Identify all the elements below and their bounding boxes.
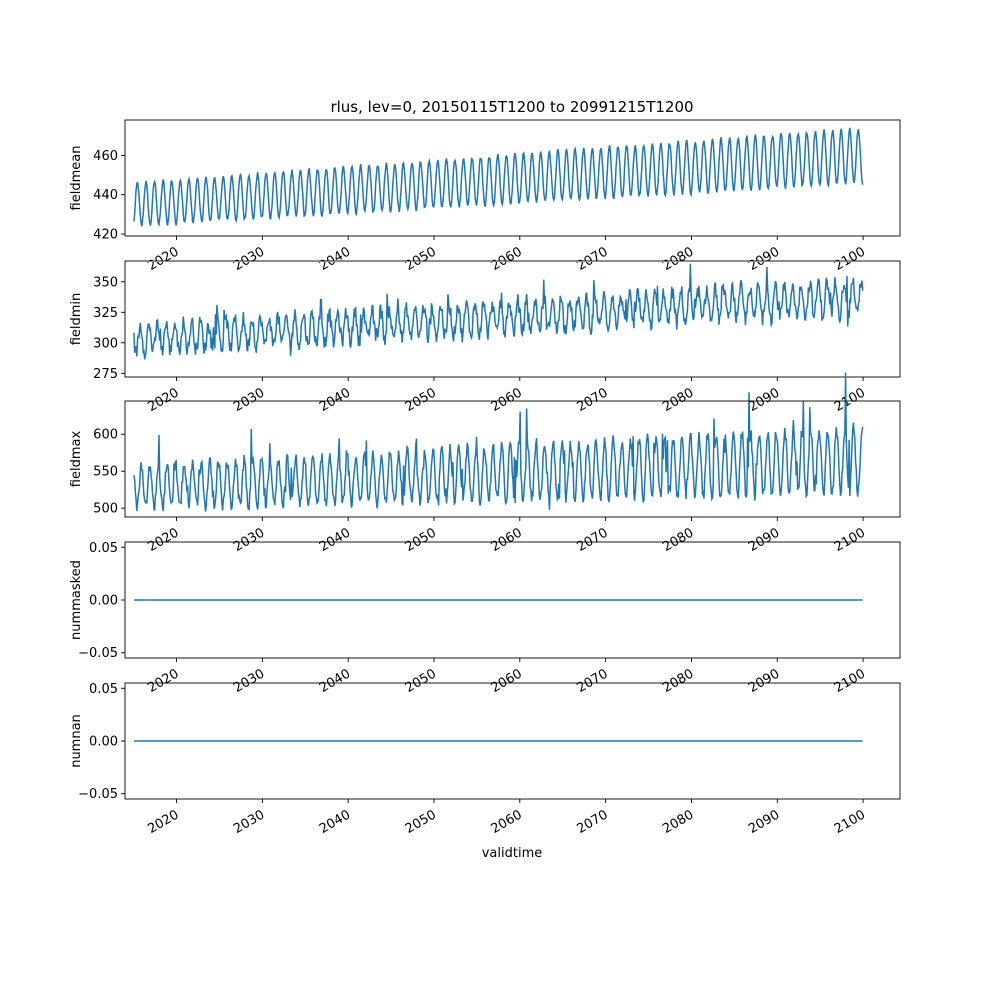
x-tick-label: 2020 bbox=[145, 525, 181, 555]
x-tick-label: 2090 bbox=[746, 525, 782, 555]
y-tick-label: −0.05 bbox=[78, 787, 118, 802]
x-tick-label: 2020 bbox=[145, 244, 181, 274]
axes-frame bbox=[124, 119, 901, 237]
x-tick-label: 2030 bbox=[231, 807, 267, 837]
x-tick-label: 2060 bbox=[489, 525, 525, 555]
y-tick-label: 0.05 bbox=[89, 682, 118, 697]
series-line-fieldmax bbox=[133, 372, 864, 512]
panel-separator bbox=[124, 542, 901, 543]
x-tick-label: 2070 bbox=[574, 666, 610, 696]
x-tick-label: 2080 bbox=[660, 807, 696, 837]
y-tick-label: 275 bbox=[93, 367, 118, 382]
y-axis-label: fieldmax bbox=[69, 431, 84, 488]
y-tick-label: 300 bbox=[93, 336, 118, 351]
panel-numnan: −0.05 0.00 0.05 numnan 2020 2030 2040 2050 2060 2… bbox=[69, 682, 901, 837]
x-tick-label: 2090 bbox=[746, 666, 782, 696]
x-axis-label: validtime bbox=[482, 846, 543, 861]
x-tick-label: 2040 bbox=[317, 525, 353, 555]
x-tick-label: 2040 bbox=[317, 807, 353, 837]
x-tick-label: 2070 bbox=[574, 244, 610, 274]
x-tick-label: 2050 bbox=[403, 807, 439, 837]
panels-group: 420 440 460 fieldmean 2020 2030 2040 2050 2060 20… bbox=[69, 119, 901, 837]
x-tick-label: 2040 bbox=[317, 244, 353, 274]
chart-title: rlus, lev=0, 20150115T1200 to 20991215T1… bbox=[330, 98, 693, 116]
x-tick-label: 2090 bbox=[746, 385, 782, 415]
x-tick-label: 2040 bbox=[317, 666, 353, 696]
x-tick-label: 2060 bbox=[489, 244, 525, 274]
x-tick-label: 2040 bbox=[317, 385, 353, 415]
x-tick-label: 2070 bbox=[574, 385, 610, 415]
x-tick-label: 2070 bbox=[574, 807, 610, 837]
y-tick-label: 500 bbox=[93, 502, 118, 517]
y-tick-label: 0.00 bbox=[89, 735, 118, 750]
x-tick-label: 2020 bbox=[145, 666, 181, 696]
x-tick-label: 2050 bbox=[403, 385, 439, 415]
x-tick-label: 2060 bbox=[489, 385, 525, 415]
x-tick-label: 2050 bbox=[403, 244, 439, 274]
y-tick-label: 420 bbox=[93, 228, 118, 243]
x-tick-label: 2020 bbox=[145, 807, 181, 837]
x-tick-label: 2080 bbox=[660, 525, 696, 555]
x-tick-label: 2090 bbox=[746, 244, 782, 274]
y-axis-label: numnan bbox=[69, 714, 84, 768]
x-tick-label: 2060 bbox=[489, 807, 525, 837]
x-tick-label: 2080 bbox=[660, 666, 696, 696]
y-tick-label: 550 bbox=[93, 465, 118, 480]
x-tick-label: 2100 bbox=[832, 807, 868, 837]
x-tick-label: 2050 bbox=[403, 525, 439, 555]
panel-fieldmean: 420 440 460 fieldmean 2020 2030 2040 2050 2060 20… bbox=[69, 119, 901, 274]
x-tick-label: 2100 bbox=[832, 385, 868, 415]
x-tick-label: 2030 bbox=[231, 385, 267, 415]
axes-frame bbox=[124, 400, 901, 518]
panel-separator bbox=[124, 683, 901, 684]
x-tick-label: 2070 bbox=[574, 525, 610, 555]
panel-fieldmin: 275 300 325 350 fieldmin 2020 2030 2040 2050 2060… bbox=[69, 260, 901, 415]
y-tick-label: −0.05 bbox=[78, 646, 118, 661]
x-tick-label: 2030 bbox=[231, 244, 267, 274]
series-line-fieldmean bbox=[133, 127, 864, 227]
x-tick-label: 2080 bbox=[660, 385, 696, 415]
panel-separator bbox=[124, 401, 901, 402]
y-tick-label: 0.00 bbox=[89, 594, 118, 609]
y-tick-label: 460 bbox=[93, 149, 118, 164]
y-tick-label: 0.05 bbox=[89, 541, 118, 556]
x-tick-label: 2020 bbox=[145, 385, 181, 415]
x-tick-label: 2030 bbox=[231, 525, 267, 555]
y-axis-label: fieldmin bbox=[69, 293, 84, 346]
x-tick-label: 2050 bbox=[403, 666, 439, 696]
y-tick-label: 325 bbox=[93, 306, 118, 321]
x-tick-label: 2090 bbox=[746, 807, 782, 837]
x-tick-label: 2100 bbox=[832, 244, 868, 274]
x-tick-label: 2100 bbox=[832, 525, 868, 555]
axes-frame bbox=[124, 260, 901, 378]
panel-nummasked: −0.05 0.00 0.05 nummasked 2020 2030 2040 2050 20… bbox=[69, 541, 901, 696]
series-line-fieldmin bbox=[133, 263, 864, 360]
x-tick-label: 2060 bbox=[489, 666, 525, 696]
panel-separator bbox=[124, 261, 901, 262]
y-tick-label: 350 bbox=[93, 275, 118, 290]
x-tick-label: 2100 bbox=[832, 666, 868, 696]
y-axis-label: nummasked bbox=[69, 560, 84, 640]
y-tick-label: 600 bbox=[93, 428, 118, 443]
y-axis-label: fieldmean bbox=[69, 146, 84, 211]
y-tick-label: 440 bbox=[93, 188, 118, 203]
x-tick-label: 2030 bbox=[231, 666, 267, 696]
